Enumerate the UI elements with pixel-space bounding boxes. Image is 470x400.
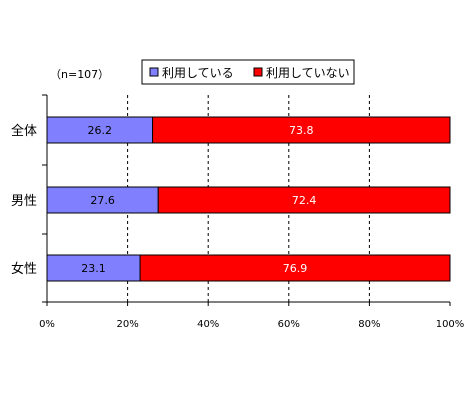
legend-box <box>141 59 355 85</box>
bar-value-label: 76.9 <box>283 262 308 275</box>
bar-value-label: 26.2 <box>88 124 113 137</box>
x-tick-label: 80% <box>358 319 380 330</box>
category-label: 全体 <box>11 123 37 139</box>
bar-segment-not-using <box>157 186 451 214</box>
x-tick-label: 100% <box>436 319 465 330</box>
category-label: 女性 <box>11 261 37 277</box>
category-label: 男性 <box>11 194 37 209</box>
x-tick-label: 60% <box>278 319 300 330</box>
x-tick-label: 40% <box>197 319 219 330</box>
x-tick-label: 20% <box>116 319 138 330</box>
bar-segment-not-using <box>139 254 451 282</box>
bar-segment-not-using <box>152 116 451 144</box>
x-tick-label: 0% <box>39 319 55 330</box>
bar-value-label: 27.6 <box>90 194 115 207</box>
legend-swatch <box>253 67 263 77</box>
bar-value-label: 72.4 <box>292 194 317 207</box>
legend: 利用している 利用していない <box>141 59 355 85</box>
legend-swatch <box>149 67 159 77</box>
sample-size-note: （n=107） <box>50 68 109 81</box>
legend-label: 利用している <box>162 66 234 80</box>
x-tick-labels: 0% 20% 40% 60% 80% 100% <box>39 319 464 330</box>
bar-value-label: 23.1 <box>81 262 106 275</box>
legend-label: 利用していない <box>266 66 350 80</box>
bar-segment-using <box>46 116 154 144</box>
bar-value-label: 73.8 <box>289 124 314 137</box>
bars: 26.2 73.8 27.6 72.4 23.1 76.9 <box>46 116 451 282</box>
axes <box>42 94 451 306</box>
